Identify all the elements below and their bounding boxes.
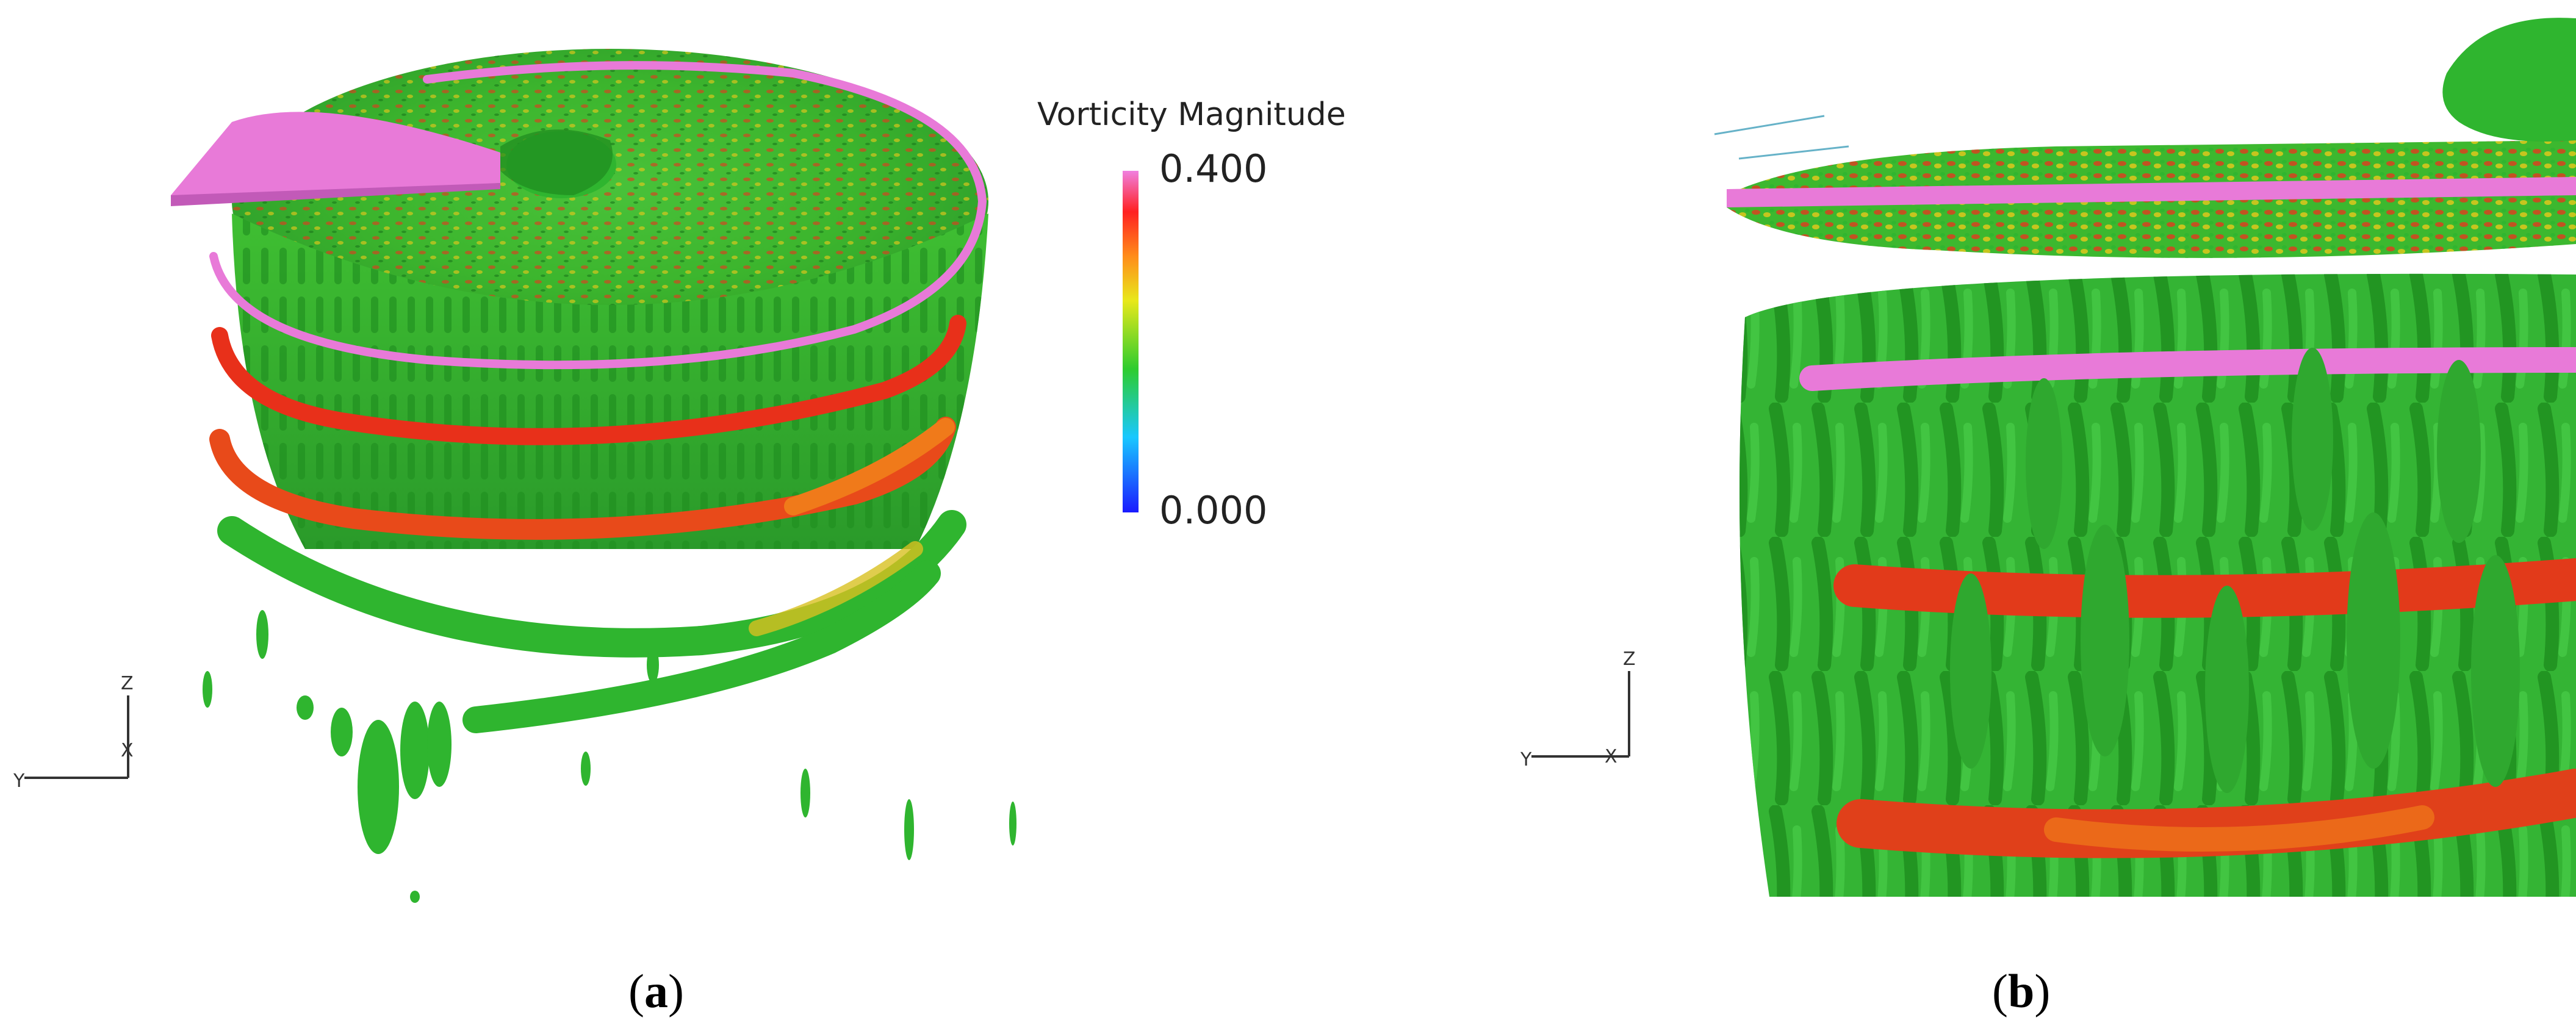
rotor-blade-magenta xyxy=(171,112,500,201)
lower-vortex-ring-2 xyxy=(462,560,941,733)
tip-vortex-streaks xyxy=(203,610,1016,903)
axis-b-x-label: X xyxy=(1605,746,1617,767)
faint-streaklines xyxy=(1714,115,1849,160)
axis-a-x-label: X xyxy=(121,740,134,761)
lower-vortex-ring-1 xyxy=(217,510,966,658)
panel-b-isosurface-render: Z X Y xyxy=(1507,0,2576,952)
colorbar-max-label: 0.400 xyxy=(1159,146,1268,191)
axis-a-y-label: Y xyxy=(13,770,25,792)
panel-b-vortex-image: Z X Y xyxy=(1520,18,2576,897)
caption-panel-a: (a) xyxy=(628,964,684,1018)
caption-panel-b: (b) xyxy=(1992,964,2051,1018)
tip-vortex-ring-magenta-closeup xyxy=(1799,347,2576,391)
panel-a-vortex-image: Z X Y xyxy=(13,49,1016,903)
axis-a-z-label: Z xyxy=(121,673,134,694)
caption-a-letter: a xyxy=(644,964,668,1018)
secondary-vortex-filaments xyxy=(1950,348,2520,793)
axis-triad-a xyxy=(24,695,129,779)
axis-b-y-label: Y xyxy=(1520,749,1532,770)
tip-vortex-ring-magenta xyxy=(209,61,987,370)
caption-b-letter: b xyxy=(2007,964,2035,1018)
panel-a-isosurface-render: Z X Y xyxy=(0,0,1342,946)
tip-vortex-ring-red-upper xyxy=(211,315,966,445)
colorbar-min-label: 0.000 xyxy=(1159,488,1268,533)
colorbar-title: Vorticity Magnitude xyxy=(1037,96,1346,133)
axis-triad-b xyxy=(1531,671,1630,758)
axis-b-z-label: Z xyxy=(1623,648,1636,670)
colorbar-gradient xyxy=(1123,171,1139,512)
top-right-vortex-blob xyxy=(2442,18,2576,142)
tip-vortex-ring-red-lower xyxy=(209,417,956,540)
tip-vortex-ring-red-middle xyxy=(1833,558,2576,618)
rotor-blade-magenta-closeup xyxy=(1727,177,2576,207)
